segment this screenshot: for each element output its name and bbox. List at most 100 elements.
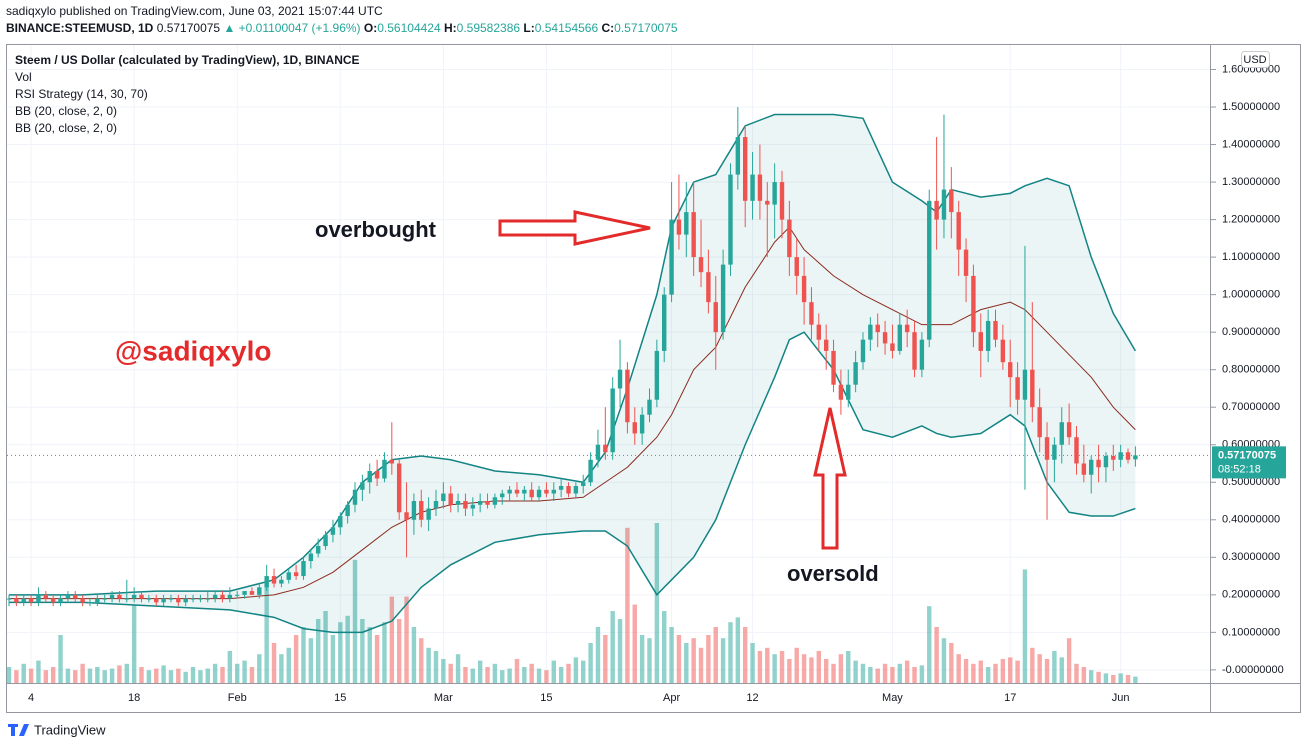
candle-body bbox=[131, 594, 137, 599]
volume-bar bbox=[396, 619, 402, 683]
candle-body bbox=[50, 598, 56, 603]
candle-body bbox=[190, 598, 196, 600]
candle-body bbox=[544, 489, 549, 494]
band-lower bbox=[9, 331, 1136, 634]
volume-bar bbox=[50, 667, 56, 683]
candle-body bbox=[389, 459, 395, 464]
y-tick-label: 0.40000000 bbox=[1222, 514, 1280, 526]
oversold-arrow bbox=[813, 407, 847, 550]
x-tick-label: 15 bbox=[334, 692, 346, 704]
candle-body bbox=[492, 497, 498, 505]
candle-body bbox=[654, 350, 660, 400]
candle-body bbox=[109, 594, 115, 599]
volume-bar bbox=[1118, 673, 1123, 683]
candle-body bbox=[603, 444, 608, 453]
candle-body bbox=[205, 598, 210, 600]
candle-body bbox=[220, 594, 225, 599]
candle-body bbox=[941, 189, 947, 220]
candle-body bbox=[117, 594, 122, 599]
volume-bar bbox=[853, 660, 858, 683]
volume-bar bbox=[1125, 675, 1131, 683]
candle-body bbox=[1052, 444, 1057, 460]
candle-body bbox=[102, 598, 107, 600]
watermark: @sadiqxylo bbox=[115, 335, 271, 366]
candle-body bbox=[927, 200, 932, 340]
volume-bar bbox=[765, 647, 770, 683]
band-fill bbox=[9, 114, 1136, 633]
volume-bar bbox=[823, 659, 829, 683]
volume-bar bbox=[455, 654, 461, 683]
volume-bar bbox=[603, 635, 608, 683]
bands-layer bbox=[9, 113, 1137, 634]
volume-bar bbox=[426, 647, 431, 683]
volume-bar bbox=[492, 663, 498, 683]
candle-body bbox=[823, 339, 829, 351]
volume-bar bbox=[271, 643, 277, 683]
volume-bar bbox=[927, 606, 932, 683]
candle-body bbox=[588, 459, 593, 483]
y-tick-label: 0.50000000 bbox=[1222, 476, 1280, 488]
candle-body bbox=[308, 553, 314, 562]
candle-body bbox=[404, 512, 409, 520]
volume-bar bbox=[728, 622, 733, 683]
volume-bar bbox=[374, 635, 380, 683]
volume-bar bbox=[124, 663, 129, 683]
candle-body bbox=[28, 598, 34, 603]
candle-body bbox=[73, 594, 78, 599]
volume-bar bbox=[28, 668, 34, 683]
y-tick-label: 0.10000000 bbox=[1222, 626, 1280, 638]
candle-body bbox=[595, 444, 601, 460]
currency-box[interactable] bbox=[1241, 51, 1270, 68]
volume-bar bbox=[860, 663, 866, 683]
volume-bar bbox=[286, 647, 291, 683]
candle-body bbox=[95, 598, 100, 603]
candle-body bbox=[1037, 407, 1042, 438]
x-tick-label: Feb bbox=[228, 692, 247, 704]
volume-bar bbox=[742, 627, 748, 683]
volume-bar bbox=[1111, 675, 1116, 683]
volume-bar bbox=[58, 635, 63, 683]
candle-body bbox=[1118, 452, 1123, 460]
ohlc-key: C: bbox=[601, 21, 614, 35]
candle-body bbox=[985, 320, 991, 351]
candle-body bbox=[625, 369, 630, 423]
volume-bar bbox=[65, 668, 71, 683]
volume-bar bbox=[441, 659, 446, 683]
volume-bar bbox=[566, 663, 571, 683]
volume-bar bbox=[404, 596, 409, 683]
volume-bar bbox=[264, 580, 269, 683]
volume-bar bbox=[102, 670, 107, 683]
volume-bar bbox=[161, 665, 166, 683]
volume-bar bbox=[890, 667, 895, 683]
candle-body bbox=[897, 324, 903, 351]
volume-bar bbox=[1008, 657, 1013, 683]
volume-bar bbox=[750, 643, 755, 683]
candle-body bbox=[235, 594, 240, 596]
volume-bar bbox=[131, 604, 137, 683]
candle-body bbox=[374, 471, 380, 479]
band-upper bbox=[9, 113, 1137, 596]
candle-body bbox=[21, 598, 26, 603]
candle-body bbox=[684, 212, 689, 235]
currency: USD bbox=[1243, 54, 1266, 66]
candle-body bbox=[477, 501, 483, 505]
volume-bar bbox=[308, 638, 314, 683]
candle-body bbox=[242, 591, 247, 595]
volume-bar bbox=[6, 667, 12, 683]
volume-bar bbox=[1089, 670, 1094, 683]
volume-bar bbox=[205, 668, 210, 683]
candle-body bbox=[1103, 455, 1109, 468]
y-tick-label: 0.80000000 bbox=[1222, 364, 1280, 376]
y-tick-label: 1.10000000 bbox=[1222, 251, 1280, 263]
volume-bar bbox=[882, 663, 888, 683]
published-line: sadiqxylo published on TradingView.com, … bbox=[6, 4, 383, 18]
candle-body bbox=[676, 219, 682, 235]
frame bbox=[6, 44, 1301, 713]
volume-bar bbox=[1022, 569, 1028, 683]
candle-body bbox=[639, 414, 645, 434]
candle-body bbox=[1089, 459, 1094, 475]
candle-body bbox=[853, 362, 858, 385]
candle-body bbox=[176, 598, 181, 603]
x-tick-label: 15 bbox=[540, 692, 552, 704]
y-tick-label: 0.90000000 bbox=[1222, 326, 1280, 338]
